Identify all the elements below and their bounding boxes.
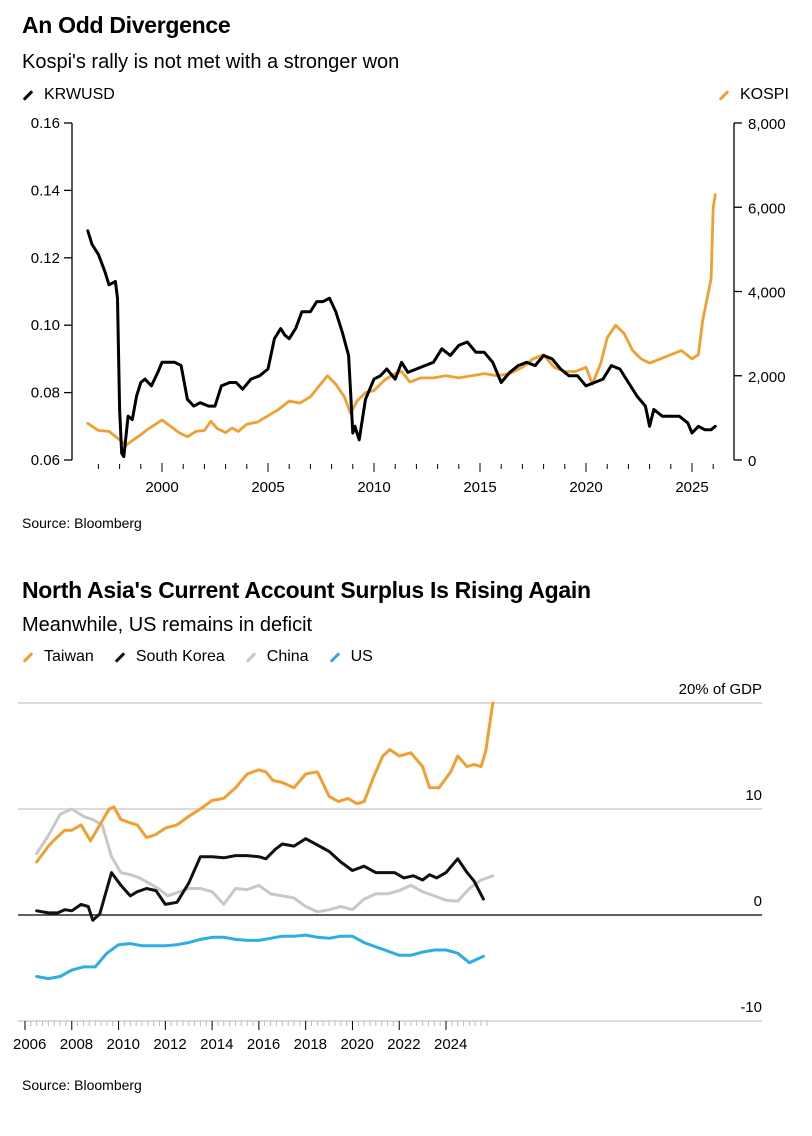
y-axis-tick-label: 0 — [754, 893, 762, 910]
chart2-legend: Taiwan South Korea China US — [22, 648, 393, 666]
chart2-plot: -10 0 10 20% of GDP 2006 2008 2010 2012 2014 2016… — [13, 681, 762, 1053]
x-axis-tick-label: 2020 — [340, 1036, 373, 1053]
chart1-legend-left: KRWUSD — [22, 86, 115, 104]
legend-item-south-korea: South Korea — [114, 648, 225, 666]
legend-label-china: China — [266, 648, 309, 665]
x-axis-tick-label: 2006 — [13, 1036, 46, 1053]
series-line-krwusd — [86, 229, 717, 459]
x-axis-tick-label: 2020 — [569, 479, 602, 496]
chart1-plot: 0.06 0.08 0.10 0.12 0.14 0.16 0 2,000 4,000 6,000… — [31, 115, 786, 496]
left-axis-tick-label: 0.06 — [31, 452, 60, 469]
right-axis-tick-label: 4,000 — [748, 285, 786, 302]
x-axis-tick-label: 2005 — [251, 479, 284, 496]
legend-label-krwusd: KRWUSD — [44, 86, 115, 103]
right-axis-tick-label: 0 — [748, 453, 756, 470]
legend-item-china: China — [245, 648, 309, 666]
x-axis-tick-label: 2022 — [387, 1036, 420, 1053]
right-axis-tick-label: 8,000 — [748, 116, 786, 133]
y-axis-tick-label: -10 — [740, 999, 762, 1016]
x-axis-tick-label: 2014 — [200, 1036, 233, 1053]
series-line-us — [35, 933, 485, 981]
left-axis-tick-label: 0.12 — [31, 250, 60, 267]
x-axis-tick-label: 2018 — [294, 1036, 327, 1053]
x-axis-tick-label: 2024 — [434, 1036, 467, 1053]
series-line-china — [35, 807, 495, 914]
x-axis-tick-label: 2015 — [463, 479, 496, 496]
series-line-south-korea — [35, 837, 485, 922]
left-axis-tick-label: 0.08 — [31, 385, 60, 402]
chart1-source: Source: Bloomberg — [22, 515, 142, 531]
legend-label-kospi: KOSPI — [740, 86, 789, 103]
chart2-source: Source: Bloomberg — [22, 1077, 142, 1093]
chart2-title: North Asia's Current Account Surplus Is … — [22, 577, 591, 603]
chart1-legend-right: KOSPI — [718, 86, 789, 104]
x-axis-tick-label: 2010 — [357, 479, 390, 496]
x-axis-tick-label: 2008 — [60, 1036, 93, 1053]
legend-item-taiwan: Taiwan — [22, 648, 94, 666]
x-axis-tick-label: 2010 — [107, 1036, 140, 1053]
series-line-taiwan — [35, 701, 495, 864]
series-line-kospi — [86, 193, 717, 447]
legend-label-us: US — [350, 648, 373, 665]
left-axis-tick-label: 0.16 — [31, 115, 60, 132]
left-axis-tick-label: 0.14 — [31, 182, 60, 199]
legend-label-south-korea: South Korea — [135, 648, 225, 665]
legend-label-taiwan: Taiwan — [44, 648, 94, 665]
right-axis-tick-label: 6,000 — [748, 200, 786, 217]
x-axis-tick-label: 2012 — [153, 1036, 186, 1053]
left-axis-tick-label: 0.10 — [31, 317, 60, 334]
x-axis-tick-label: 2016 — [247, 1036, 280, 1053]
right-axis-tick-label: 2,000 — [748, 369, 786, 386]
x-axis-tick-label: 2000 — [145, 479, 178, 496]
chart1-title: An Odd Divergence — [22, 12, 231, 38]
y-axis-tick-label: 20% of GDP — [679, 681, 762, 698]
chart2-subtitle: Meanwhile, US remains in deficit — [22, 614, 313, 636]
chart1-subtitle: Kospi's rally is not met with a stronger… — [22, 51, 400, 73]
x-axis-tick-label: 2025 — [675, 479, 708, 496]
legend-item-us: US — [329, 648, 373, 666]
y-axis-tick-label: 10 — [745, 787, 762, 804]
